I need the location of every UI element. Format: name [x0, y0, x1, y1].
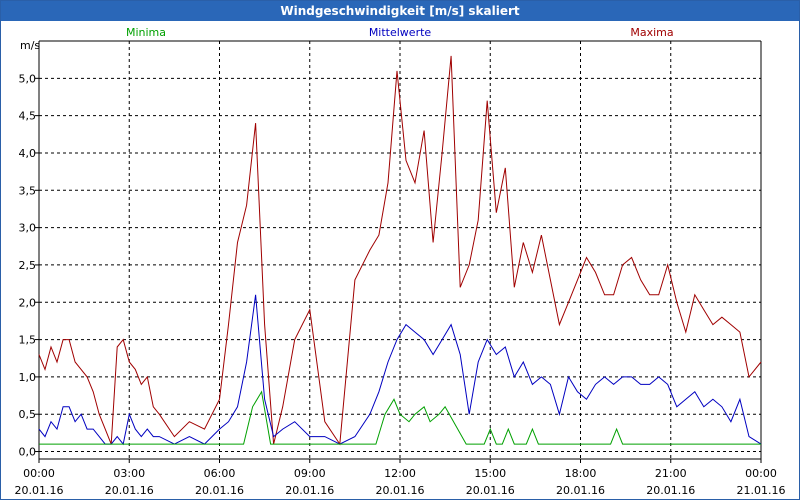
y-tick-label: 1,0	[19, 371, 37, 384]
x-tick-date-label: 20.01.16	[105, 484, 154, 497]
y-tick-label: 2,5	[19, 259, 37, 272]
x-tick-labels: 00:00 20.01.16 03:00 20.01.16 06:00 20.01.16 0…	[15, 467, 786, 497]
series-mittelwerte-line	[38, 294, 762, 446]
y-tick-label: 0,0	[19, 446, 37, 459]
legend-mittelwerte: Mittelwerte	[369, 26, 432, 39]
x-tick-date-label: 20.01.16	[376, 484, 425, 497]
x-tick-time-label: 18:00	[565, 467, 597, 480]
x-tick-time-label: 06:00	[204, 467, 236, 480]
legend-minima: Minima	[126, 26, 166, 39]
x-tick-date-label: 20.01.16	[195, 484, 244, 497]
x-tick-date-label: 21.01.16	[737, 484, 786, 497]
y-tick-label: 4,0	[19, 147, 37, 160]
window-title: Windgeschwindigkeit [m/s] skaliert	[1, 1, 799, 21]
y-axis-label: m/s	[20, 39, 40, 52]
y-tick-label: 0,5	[19, 408, 37, 421]
y-tick-label: 4,5	[19, 110, 37, 123]
x-tick-date-label: 20.01.16	[556, 484, 605, 497]
legend-maxima: Maxima	[630, 26, 673, 39]
x-tick-time-label: 09:00	[294, 467, 326, 480]
x-tick-time-label: 15:00	[474, 467, 506, 480]
y-tick-label: 5,0	[19, 72, 37, 85]
y-tick-label: 3,0	[19, 222, 37, 235]
x-tick-time-label: 00:00	[23, 467, 55, 480]
y-tick-label: 3,5	[19, 184, 37, 197]
x-tick-time-label: 21:00	[655, 467, 687, 480]
x-tick-time-label: 12:00	[384, 467, 416, 480]
x-tick-date-label: 20.01.16	[466, 484, 515, 497]
series-maxima-line	[38, 55, 762, 446]
series-minima-line	[39, 390, 761, 445]
y-tick-labels: 0,0 0,5 1,0 1,5 2,0 2,5 3,0 3,5 4,0 4,5 5,0	[19, 72, 37, 458]
x-tick-date-label: 20.01.16	[646, 484, 695, 497]
x-tick-time-label: 00:00	[745, 467, 777, 480]
x-tick-time-label: 03:00	[113, 467, 145, 480]
y-tick-label: 1,5	[19, 334, 37, 347]
series-lines	[38, 55, 762, 446]
x-tick-date-label: 20.01.16	[285, 484, 334, 497]
wind-speed-chart: 0,0 0,5 1,0 1,5 2,0 2,5 3,0 3,5 4,0 4,5 5,0 00:00 2…	[15, 26, 786, 497]
y-tick-label: 2,0	[19, 296, 37, 309]
x-tick-date-label: 20.01.16	[15, 484, 64, 497]
